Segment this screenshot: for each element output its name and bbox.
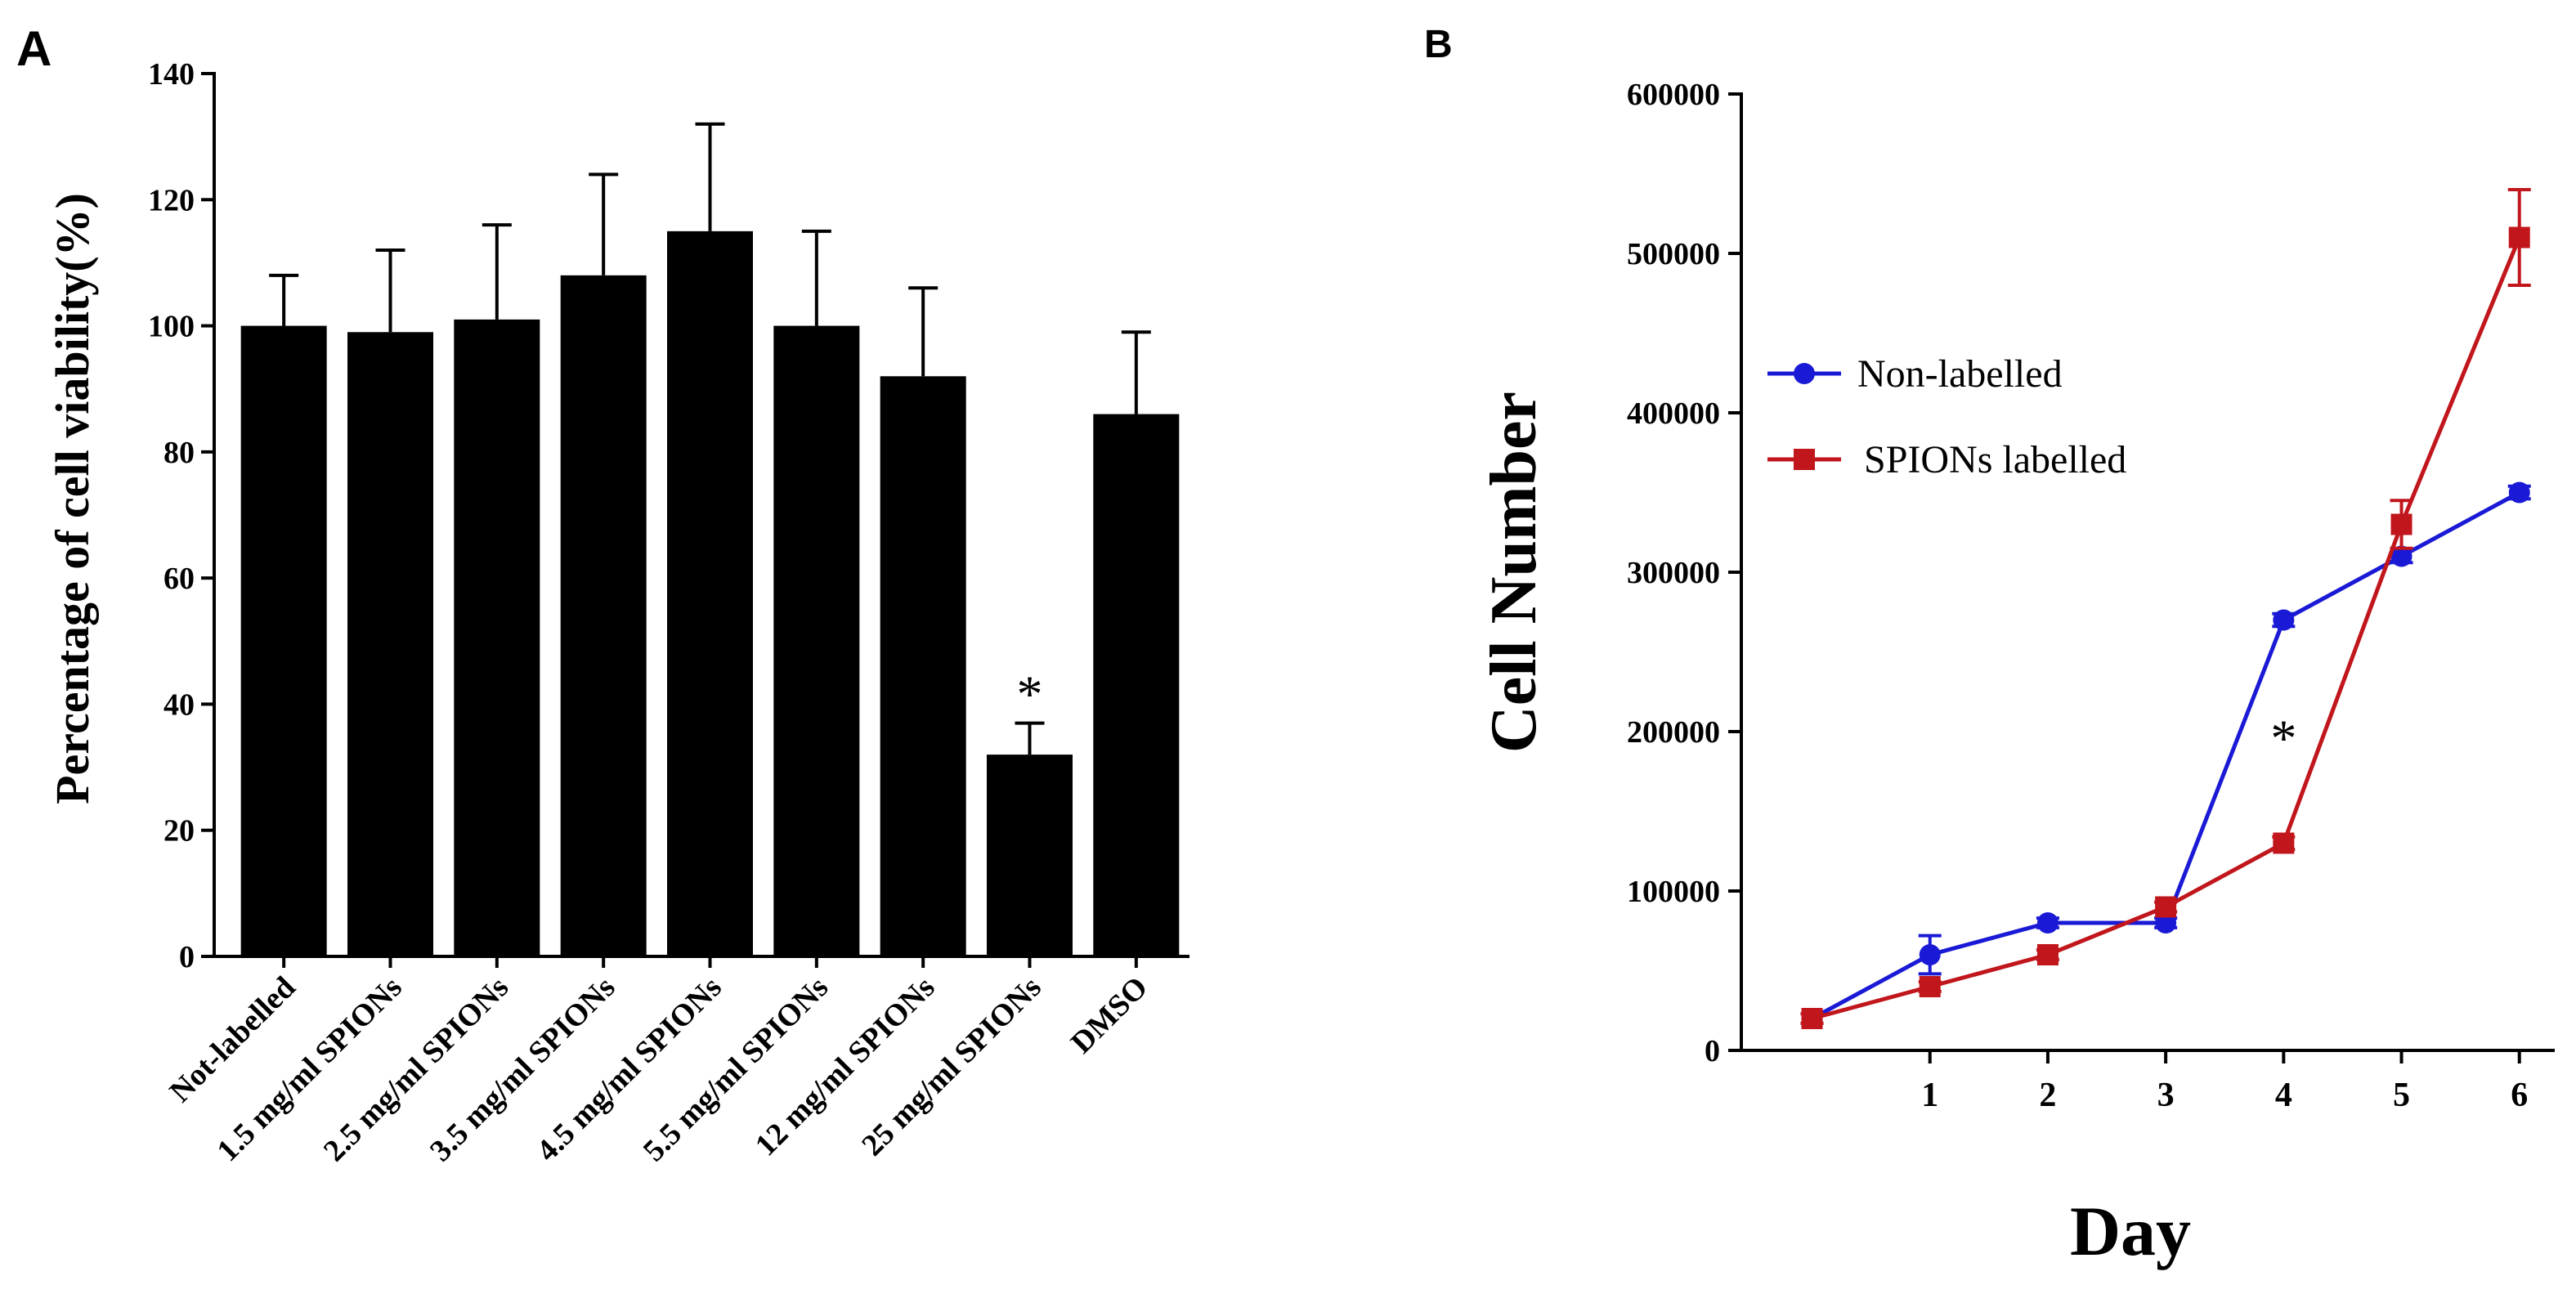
panel-b-series-1 <box>1800 188 2531 1029</box>
panel-a-x-tick-label: DMSO <box>1064 970 1154 1060</box>
panel-a-x-tick-label: 3.5 mg/ml SPIONs <box>423 970 621 1168</box>
panel-b-axes: 0 100000 200000 300000 400000 500000 600000 1 2 3… <box>1627 78 2555 1114</box>
panel-a-y-tick-label: 140 <box>148 57 195 92</box>
panel-a-x-tick-label: 2.5 mg/ml SPIONs <box>317 970 515 1168</box>
panel-a-bar <box>560 275 647 956</box>
panel-b-legend-label: SPIONs labelled <box>1864 438 2126 481</box>
panel-b-x-tick-label: 2 <box>2039 1077 2056 1114</box>
panel-a-bar-chart: A Percentage of cell viability(%) 0 20 40 6… <box>16 21 1189 1168</box>
panel-b-point <box>2273 609 2295 631</box>
panel-a-y-tick-label: 40 <box>164 687 195 722</box>
panel-b-x-tick-label: 4 <box>2275 1077 2292 1114</box>
panel-a-x-tick-label: 5.5 mg/ml SPIONs <box>637 970 835 1168</box>
panel-b-x-tick-label: 3 <box>2157 1077 2175 1114</box>
panel-a-bars: * <box>240 122 1180 957</box>
panel-b-legend-marker <box>1794 363 1815 384</box>
panel-a-bar <box>454 319 540 956</box>
panel-a-bar <box>880 376 966 956</box>
panel-b-point <box>2390 545 2412 567</box>
panel-b-point <box>2036 944 2059 965</box>
panel-b-x-tick-label: 6 <box>2511 1077 2528 1114</box>
panel-b-series-line <box>1811 490 2520 1021</box>
panel-b-legend-entry: SPIONs labelled <box>1767 438 2126 481</box>
panel-a-bar <box>347 332 433 956</box>
panel-b-legend: Non-labelled SPIONs labelled <box>1767 352 2126 481</box>
panel-b-line-chart: B Cell Number Day 0 100000 200000 300000 400… <box>1424 23 2555 1270</box>
panel-a-y-tick-label: 60 <box>164 562 195 596</box>
panel-b-point <box>2036 912 2059 934</box>
panel-a-letter: A <box>16 21 52 76</box>
panel-b-point <box>1919 944 1941 965</box>
panel-b-legend-marker <box>1794 449 1815 470</box>
panel-b-point <box>2273 832 2295 854</box>
panel-b-point <box>2155 896 2177 918</box>
panel-b-y-tick-label: 200000 <box>1627 715 1720 750</box>
panel-b-point <box>1801 1008 1823 1029</box>
panel-b-y-tick-label: 300000 <box>1627 556 1720 590</box>
panel-b-series: * <box>1800 188 2531 1029</box>
panel-b-point <box>2390 513 2412 535</box>
panel-a-x-tick-label: 4.5 mg/ml SPIONs <box>530 970 728 1168</box>
panel-a-y-tick-label: 120 <box>148 183 195 217</box>
panel-a-y-tick-label: 20 <box>164 814 195 848</box>
panel-a-y-tick-label: 100 <box>148 310 195 344</box>
panel-a-y-tick-label: 80 <box>164 436 195 470</box>
panel-b-legend-label: Non-labelled <box>1857 352 2063 396</box>
panel-a-bar <box>240 325 327 957</box>
panel-b-y-tick-label: 600000 <box>1627 78 1720 112</box>
panel-b-significance-marker: * <box>2270 709 2296 767</box>
panel-b-x-tick-label: 1 <box>1921 1077 1938 1114</box>
panel-a-y-tick-label: 0 <box>179 940 195 974</box>
panel-b-y-tick-label: 500000 <box>1627 237 1720 271</box>
panel-a-bar <box>667 231 753 956</box>
panel-b-y-tick-label: 100000 <box>1627 875 1720 909</box>
panel-b-y-axis-label: Cell Number <box>1478 392 1550 753</box>
panel-a-bar <box>1093 414 1180 957</box>
panel-b-point <box>1919 976 1941 997</box>
panel-b-y-tick-label: 0 <box>1705 1034 1720 1068</box>
panel-b-letter: B <box>1424 23 1453 66</box>
panel-b-y-tick-label: 400000 <box>1627 396 1720 431</box>
panel-b-series-0 <box>1800 481 2531 1029</box>
panel-a-y-axis-label: Percentage of cell viability(%) <box>46 193 99 804</box>
panel-b-point <box>2508 226 2530 249</box>
panel-b-x-axis-label: Day <box>2070 1192 2191 1270</box>
panel-a-x-tick-label: 12 mg/ml SPIONs <box>749 970 942 1163</box>
panel-b-legend-entry: Non-labelled <box>1767 352 2063 396</box>
panel-a-x-tick-label: 25 mg/ml SPIONs <box>855 970 1048 1163</box>
panel-b-x-tick-label: 5 <box>2393 1077 2410 1114</box>
panel-b-point <box>2508 481 2530 504</box>
panel-a-bar <box>987 754 1073 956</box>
panel-a-significance-marker: * <box>1017 665 1043 723</box>
panel-a-bar <box>773 325 860 957</box>
panel-a-x-tick-label: 1.5 mg/ml SPIONs <box>210 970 408 1168</box>
